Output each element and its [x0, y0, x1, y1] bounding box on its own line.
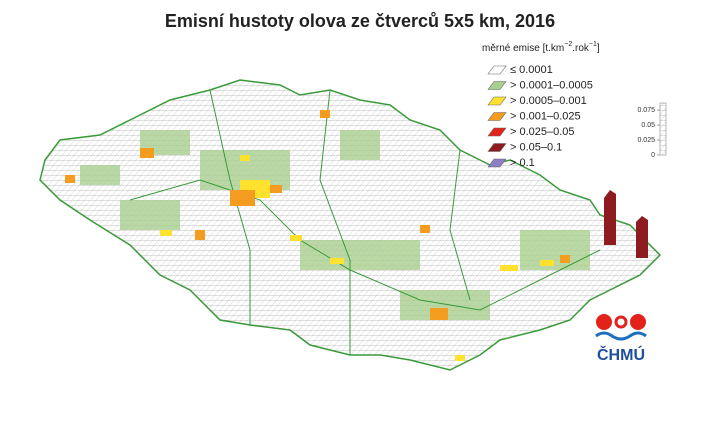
legend-title-part: ]: [597, 43, 600, 54]
legend-title-part: měrné emise [t.km: [482, 43, 564, 54]
legend-swatch: [487, 65, 507, 75]
scale-label: 0: [651, 152, 655, 159]
legend-swatch: [487, 127, 507, 137]
map-title: Emisní hustoty olova ze čtverců 5x5 km, …: [165, 11, 555, 31]
legend-swatch: [487, 158, 507, 168]
legend-label: > 0.05–0.1: [510, 141, 562, 153]
scale-label: 0.025: [637, 137, 655, 144]
legend-swatch: [487, 112, 507, 121]
legend-title-part: −1: [589, 41, 597, 48]
emission-bars: [604, 190, 648, 258]
scale-label: 0.05: [641, 122, 655, 129]
legend-swatch: [487, 96, 507, 106]
legend-label: > 0.001–0.025: [510, 110, 581, 122]
legend-label: > 0.1: [510, 157, 535, 169]
legend-label: ≤ 0.0001: [510, 64, 553, 76]
legend-title: měrné emise [t.km−2.rok−1]: [482, 41, 600, 54]
logo-text: ČHMÚ: [597, 345, 645, 364]
legend-swatch: [487, 143, 507, 152]
map: [39, 79, 662, 371]
logo: ČHMÚ: [595, 314, 647, 364]
legend-label: > 0.025–0.05: [510, 126, 575, 138]
legend-title-part: −2: [564, 41, 572, 48]
legend-label: > 0.0005–0.001: [510, 95, 587, 107]
legend: měrné emise [t.km−2.rok−1] ≤ 0.0001 > 0.0…: [482, 41, 600, 169]
scale-label: 0.075: [637, 107, 655, 114]
scale-bar: 0.075 0.05 0.025 0: [637, 102, 667, 159]
legend-label: > 0.0001–0.0005: [510, 79, 593, 91]
legend-swatch: [487, 81, 507, 90]
legend-title-part: .rok: [572, 43, 590, 54]
